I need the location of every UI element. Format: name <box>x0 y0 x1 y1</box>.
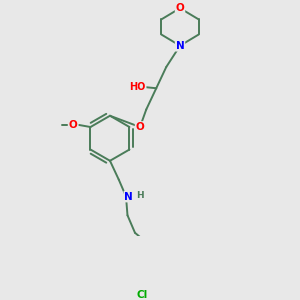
Text: O: O <box>136 122 144 132</box>
Text: HO: HO <box>129 82 146 92</box>
Text: O: O <box>69 120 77 130</box>
Text: O: O <box>176 3 184 13</box>
Text: Cl: Cl <box>137 290 148 300</box>
Text: H: H <box>136 190 144 200</box>
Text: N: N <box>176 41 184 51</box>
Text: N: N <box>124 191 133 202</box>
